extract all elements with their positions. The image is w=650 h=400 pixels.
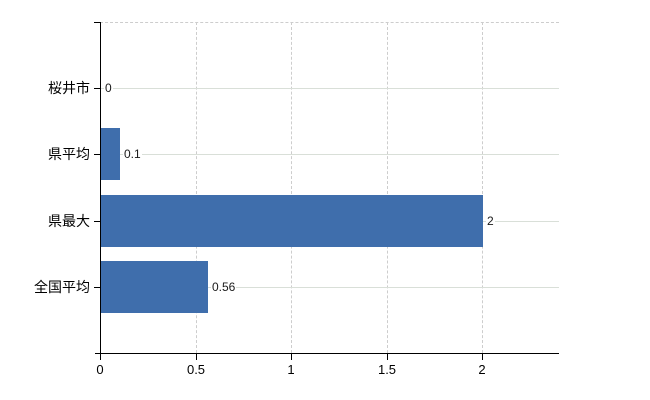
y-axis-category-label: 県平均	[48, 146, 90, 162]
x-axis-tick-label: 1.5	[377, 362, 397, 377]
bar	[101, 261, 208, 313]
gridline-horizontal	[100, 287, 559, 288]
bar-value-label: 2	[486, 214, 495, 228]
y-axis-category-label: 全国平均	[34, 279, 90, 295]
gridline-horizontal	[100, 88, 559, 89]
x-axis-tick-label: 2	[478, 362, 486, 377]
bar-value-label: 0.1	[123, 147, 142, 161]
bar-value-label: 0	[104, 81, 113, 95]
y-axis-tick	[94, 22, 100, 23]
bar	[101, 128, 120, 180]
y-axis-line	[100, 22, 101, 353]
x-axis-line	[95, 353, 559, 354]
y-axis-tick	[94, 287, 100, 288]
y-axis-category-label: 桜井市	[48, 80, 90, 96]
gridline-vertical	[482, 22, 483, 353]
x-axis-tick	[196, 354, 197, 360]
y-axis-tick	[94, 88, 100, 89]
x-axis-tick	[387, 354, 388, 360]
x-axis-tick	[100, 354, 101, 360]
x-axis-tick-label: 0.5	[186, 362, 206, 377]
y-axis-category-label: 県最大	[48, 213, 90, 229]
x-axis-tick-label: 0	[96, 362, 104, 377]
gridline-vertical	[291, 22, 292, 353]
plot-top-border	[100, 22, 559, 23]
gridline-horizontal	[100, 154, 559, 155]
gridline-vertical	[196, 22, 197, 353]
x-axis-tick	[291, 354, 292, 360]
bar-value-label: 0.56	[211, 280, 237, 294]
x-axis-tick-label: 1	[287, 362, 295, 377]
y-axis-tick	[94, 154, 100, 155]
y-axis-tick	[94, 221, 100, 222]
bar	[101, 195, 483, 247]
gridline-vertical	[387, 22, 388, 353]
x-axis-tick	[482, 354, 483, 360]
